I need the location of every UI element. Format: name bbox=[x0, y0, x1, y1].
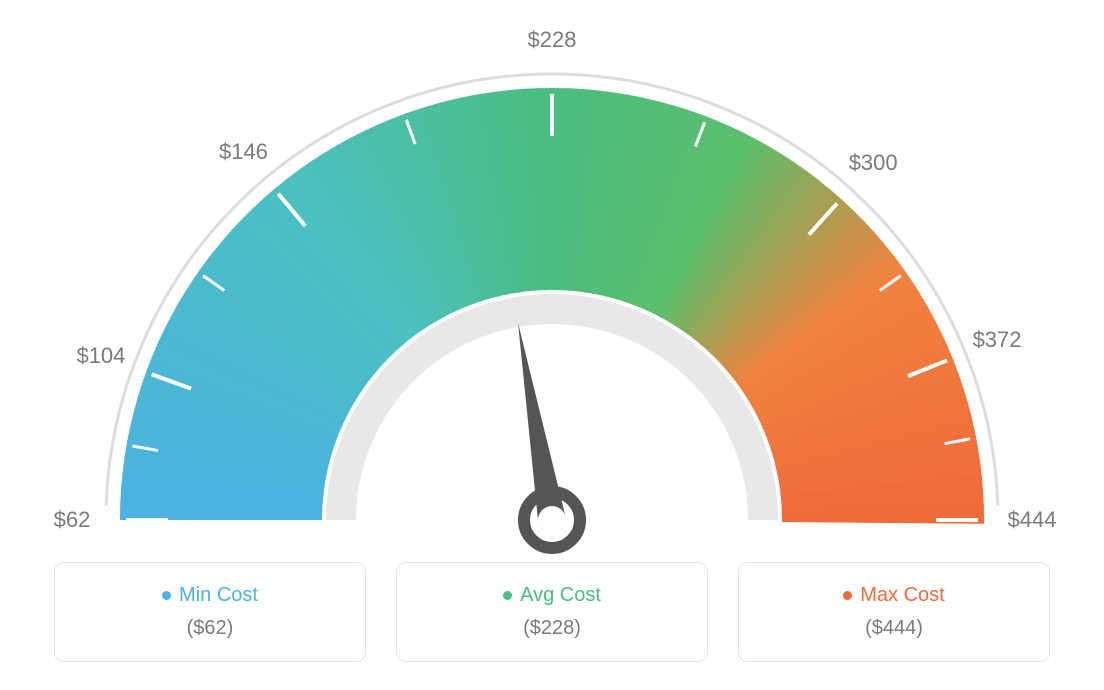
legend-card-min: Min Cost ($62) bbox=[54, 562, 366, 662]
legend-label-max: Max Cost bbox=[860, 584, 944, 607]
legend-title-min: Min Cost bbox=[162, 584, 258, 607]
legend-value-max: ($444) bbox=[865, 617, 923, 640]
gauge-tick-label: $372 bbox=[973, 327, 1022, 353]
legend-row: Min Cost ($62) Avg Cost ($228) Max Cost … bbox=[54, 562, 1050, 662]
legend-label-min: Min Cost bbox=[179, 584, 258, 607]
legend-dot-max bbox=[843, 591, 852, 600]
legend-card-avg: Avg Cost ($228) bbox=[396, 562, 708, 662]
legend-label-avg: Avg Cost bbox=[520, 584, 601, 607]
legend-value-avg: ($228) bbox=[523, 617, 581, 640]
legend-title-avg: Avg Cost bbox=[503, 584, 601, 607]
gauge-tick-label: $62 bbox=[54, 507, 91, 533]
gauge-tick-label: $146 bbox=[219, 139, 268, 165]
legend-dot-avg bbox=[503, 591, 512, 600]
cost-gauge: $62$104$146$228$300$372$444 bbox=[62, 20, 1042, 570]
gauge-tick-label: $104 bbox=[76, 343, 125, 369]
legend-value-min: ($62) bbox=[187, 617, 234, 640]
legend-title-max: Max Cost bbox=[843, 584, 944, 607]
gauge-tick-label: $300 bbox=[849, 150, 898, 176]
gauge-tick-label: $444 bbox=[1008, 507, 1057, 533]
gauge-tick-label: $228 bbox=[528, 27, 577, 53]
legend-dot-min bbox=[162, 591, 171, 600]
legend-card-max: Max Cost ($444) bbox=[738, 562, 1050, 662]
gauge-svg bbox=[62, 20, 1042, 580]
